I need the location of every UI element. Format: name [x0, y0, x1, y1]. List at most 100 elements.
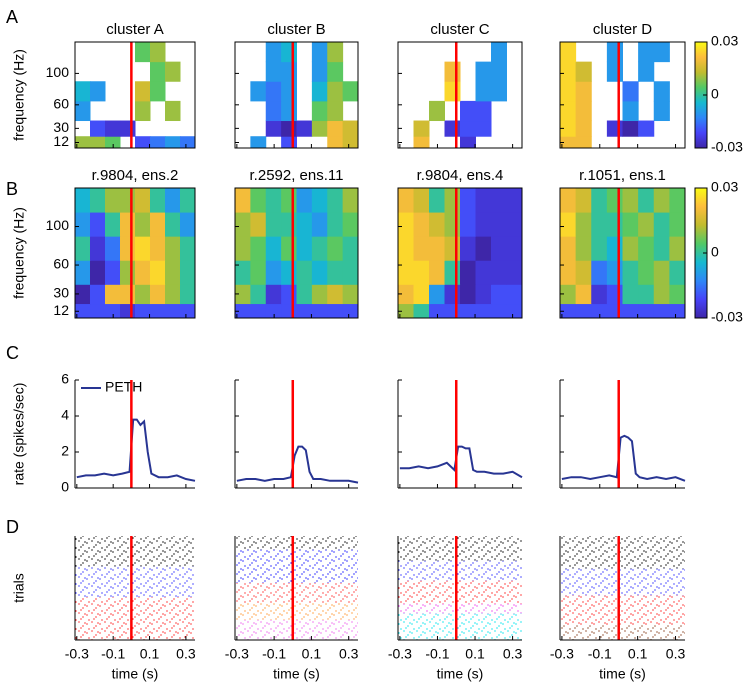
heatmap-cell — [75, 188, 91, 213]
heatmap-cell — [460, 212, 476, 237]
heatmap-cell — [475, 284, 492, 305]
heatmap-cell — [653, 188, 670, 213]
heatmap-cell — [638, 61, 655, 82]
raster-group — [75, 597, 195, 640]
heatmap-cell — [638, 212, 655, 237]
heatmap-cell — [398, 188, 414, 213]
heatmap-cell — [429, 100, 445, 122]
frame — [397, 187, 523, 319]
heatmap-cell — [591, 188, 608, 213]
heatmap-cell — [560, 188, 577, 213]
panel-title: cluster A — [106, 21, 164, 38]
heatmap-cell — [311, 81, 328, 102]
heatmap-cell — [281, 100, 297, 122]
x-tick-label: 0.1 — [628, 646, 648, 662]
heatmap-cell — [398, 212, 414, 237]
heatmap-cell — [105, 188, 121, 213]
colorbar-label: 0.03 — [711, 33, 738, 49]
y-axis-label: rate (spikes/sec) — [11, 383, 27, 486]
heatmap-cell — [506, 212, 523, 237]
heatmap-cell — [327, 260, 344, 285]
heatmap-cell — [653, 303, 670, 319]
heatmap-cell — [180, 236, 196, 261]
heatmap-cell — [327, 100, 344, 122]
panel-label: B — [6, 179, 18, 199]
y-tick-label: 2 — [61, 443, 69, 459]
heatmap-cell — [444, 212, 461, 237]
x-tick-label: 0.3 — [666, 646, 686, 662]
heatmap-cell — [560, 136, 577, 149]
heatmap-cell — [342, 136, 359, 149]
heatmap-cell — [653, 212, 670, 237]
heatmap-cell — [311, 236, 328, 261]
heatmap-cell — [575, 284, 592, 305]
heatmap-cell — [296, 212, 313, 237]
heatmap-cell — [591, 212, 608, 237]
x-axis-label: time (s) — [437, 666, 484, 682]
heatmap-cell — [105, 212, 121, 237]
raster-group — [235, 536, 358, 550]
raster-group — [560, 625, 685, 640]
y-axis-label: trials — [11, 573, 27, 603]
heatmap-cell — [265, 61, 282, 82]
panel-title: cluster C — [430, 21, 489, 38]
heatmap-cell — [75, 236, 91, 261]
heatmap-cell — [180, 303, 196, 319]
heatmap-cell — [622, 100, 639, 122]
heatmap-cell — [606, 212, 623, 237]
heatmap-cell — [180, 136, 196, 149]
heatmap-cell — [90, 212, 106, 237]
peth-line — [561, 434, 686, 482]
heatmap-cell — [506, 284, 523, 305]
heatmap-cell — [105, 236, 121, 261]
heatmap-cell — [250, 303, 267, 319]
heatmap-cell — [165, 212, 181, 237]
heatmap-cell — [475, 188, 492, 213]
panel-label: D — [6, 517, 19, 537]
heatmap-cell — [575, 136, 592, 149]
heatmap-cell — [560, 260, 577, 285]
heatmap-cell — [296, 188, 313, 213]
heatmap-cell — [105, 120, 121, 137]
heatmap-cell — [235, 188, 251, 213]
heatmap-cell — [638, 284, 655, 305]
heatmap-cell — [560, 100, 577, 122]
heatmap-cell — [460, 284, 476, 305]
x-axis-label: time (s) — [112, 666, 159, 682]
heatmap-cell — [591, 284, 608, 305]
heatmap-cell — [560, 212, 577, 237]
heatmap-cell — [560, 236, 577, 261]
heatmap-cell — [250, 81, 267, 102]
heatmap-cell — [235, 260, 251, 285]
heatmap-cell — [342, 120, 359, 137]
raster-group — [398, 603, 522, 614]
raster-group — [398, 560, 522, 581]
heatmap-cell — [622, 303, 639, 319]
heatmap-cell — [653, 81, 670, 102]
heatmap-cell — [342, 303, 359, 319]
heatmap-cell — [105, 303, 121, 319]
heatmap-cell — [575, 260, 592, 285]
peth-line — [236, 445, 359, 484]
heatmap-cell — [327, 61, 344, 82]
panel-title: r.2592, ens.11 — [250, 167, 344, 184]
heatmap-cell — [491, 81, 507, 102]
heatmap-cell — [120, 236, 136, 261]
x-tick-label: -0.3 — [65, 646, 89, 662]
heatmap-cell — [120, 284, 136, 305]
raster-group — [398, 580, 522, 604]
heatmap-cell — [444, 260, 461, 285]
heatmap-cell — [413, 284, 430, 305]
heatmap-cell — [491, 303, 507, 319]
raster-group — [560, 568, 685, 596]
heatmap-cell — [265, 81, 282, 102]
heatmap-cell — [429, 303, 445, 319]
heatmap-cell — [75, 136, 91, 149]
heatmap-cell — [281, 188, 297, 213]
heatmap-cell — [281, 260, 297, 285]
heatmap-cell — [669, 236, 686, 261]
heatmap-cell — [575, 81, 592, 102]
frame — [559, 41, 686, 149]
heatmap-cell — [165, 303, 181, 319]
